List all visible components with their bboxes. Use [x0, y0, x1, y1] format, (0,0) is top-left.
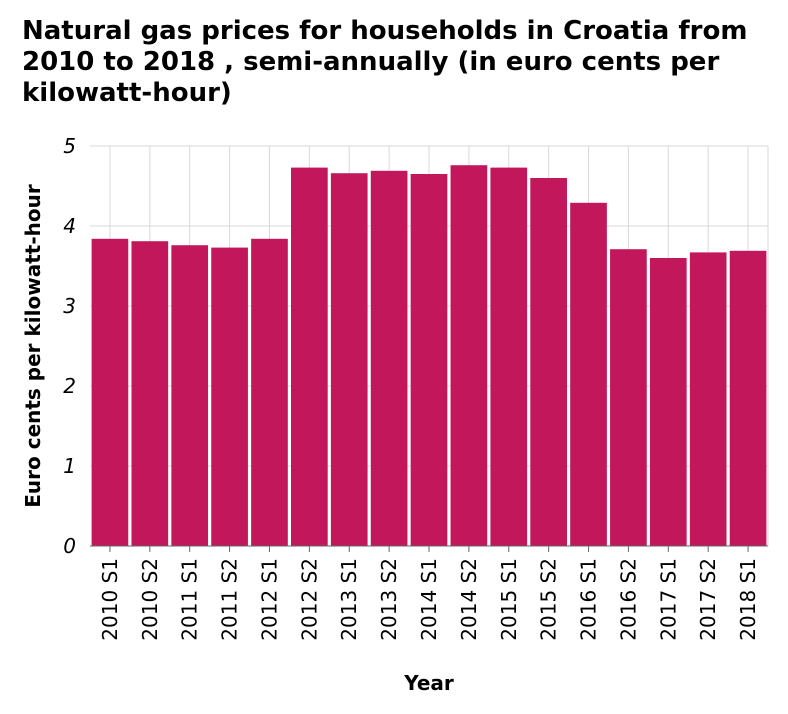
y-tick-labels: 0 1 2 3 4 5 — [63, 134, 76, 558]
chart-title: Natural gas prices for households in Cro… — [22, 16, 748, 108]
x-tick-label: 2017 S2 — [696, 558, 720, 641]
y-tick-label: 3 — [63, 294, 76, 318]
x-tick-label: 2013 S2 — [377, 558, 401, 641]
x-tick-label: 2012 S1 — [257, 558, 281, 641]
x-tick-label: 2016 S2 — [616, 558, 640, 641]
bar — [610, 249, 647, 546]
x-tick-label: 2011 S1 — [178, 558, 202, 641]
bar — [251, 238, 288, 547]
x-tick-label: 2010 S1 — [98, 558, 122, 641]
y-axis-title: Euro cents per kilowatt-hour — [21, 184, 45, 508]
bar — [450, 165, 488, 546]
bar — [330, 173, 368, 546]
bar — [91, 238, 129, 547]
bar — [171, 245, 209, 546]
x-tick-label: 2014 S1 — [417, 558, 441, 641]
y-tick-label: 0 — [63, 534, 76, 558]
x-tick-label: 2017 S1 — [656, 558, 680, 641]
y-tick-label: 1 — [63, 454, 76, 478]
x-tick-label: 2015 S2 — [537, 558, 561, 641]
x-tick-label: 2013 S1 — [337, 558, 361, 641]
x-tick-label: 2011 S2 — [218, 558, 242, 641]
y-tick-label: 2 — [63, 374, 76, 398]
bar — [530, 178, 567, 546]
bar — [211, 247, 248, 546]
bar — [689, 252, 727, 546]
bar — [131, 241, 169, 546]
x-tick-label: 2012 S2 — [297, 558, 321, 641]
x-tick-label: 2010 S2 — [138, 558, 162, 641]
x-tick-label: 2014 S2 — [457, 558, 481, 641]
x-tick-label: 2015 S1 — [497, 558, 521, 641]
y-tick-label: 5 — [63, 134, 76, 158]
bars — [91, 165, 767, 547]
bar — [570, 202, 607, 547]
bar — [649, 258, 687, 546]
x-axis-title: Year — [403, 671, 454, 695]
x-tick-labels: 2010 S1 2010 S2 2011 S1 2011 S2 2012 S1 2012 … — [98, 546, 760, 641]
bar — [370, 170, 408, 547]
bar — [729, 250, 767, 547]
bar — [291, 167, 328, 546]
bar — [490, 167, 528, 546]
y-tick-label: 4 — [63, 214, 76, 238]
x-tick-label: 2018 S1 — [736, 558, 760, 641]
bar — [410, 174, 448, 546]
x-tick-label: 2016 S1 — [577, 558, 601, 641]
